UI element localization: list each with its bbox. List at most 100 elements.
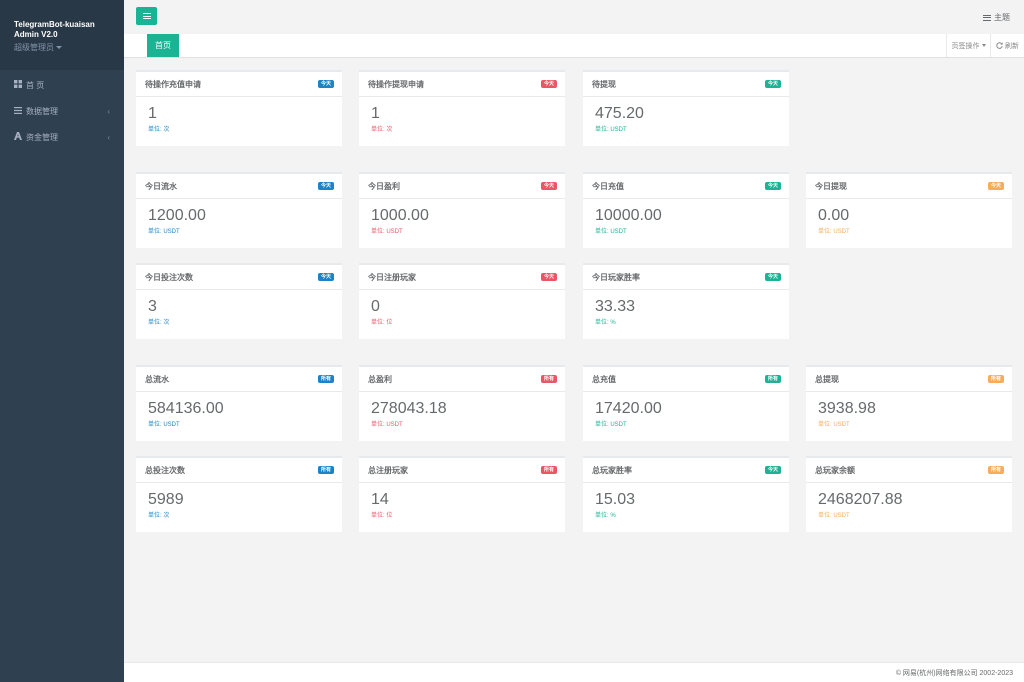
stat-unit: 单位: USDT xyxy=(148,229,180,235)
stat-card-body: 278043.18 单位: USDT xyxy=(359,392,565,428)
hamburger-icon xyxy=(142,13,151,19)
stat-unit: 单位: 次 xyxy=(148,513,170,519)
stat-card: 今日注册玩家 今天 0 单位: 位 xyxy=(359,263,565,339)
stat-card-header: 待操作充值申请 今天 xyxy=(136,72,342,97)
stat-unit: 单位: % xyxy=(595,320,616,326)
period-badge: 所有 xyxy=(987,375,1004,383)
stat-card-body: 15.03 单位: % xyxy=(583,483,789,519)
stat-value: 3 xyxy=(148,298,157,315)
stat-card-title: 今日流水 xyxy=(145,181,177,191)
stat-card: 今日提现 今天 0.00 单位: USDT xyxy=(806,172,1012,248)
stat-card-header: 今日注册玩家 今天 xyxy=(359,265,565,290)
stat-card-header: 今日提现 今天 xyxy=(806,174,1012,199)
stat-card-header: 今日充值 今天 xyxy=(583,174,789,199)
stat-card-title: 今日玩家胜率 xyxy=(592,272,640,282)
sidebar-item-fund-management[interactable]: 资金管理 ‹ xyxy=(0,124,124,150)
stat-card-body: 10000.00 单位: USDT xyxy=(583,199,789,235)
theme-icon xyxy=(983,14,991,21)
user-role-dropdown[interactable]: 超级管理员 xyxy=(14,42,110,53)
theme-button[interactable]: 主题 xyxy=(983,12,1010,23)
stat-value: 278043.18 xyxy=(371,400,447,417)
stat-value: 10000.00 xyxy=(595,207,662,224)
stat-unit: 单位: USDT xyxy=(818,513,850,519)
stat-card: 待提现 今天 475.20 单位: USDT xyxy=(583,70,789,146)
period-badge: 今天 xyxy=(317,273,334,281)
dashboard-content: 待操作充值申请 今天 1 单位: 次待操作提现申请 今天 1 单位: 次待提现 今天 475.2… xyxy=(124,58,1024,662)
stat-card-header: 今日玩家胜率 今天 xyxy=(583,265,789,290)
period-badge: 所有 xyxy=(540,466,557,474)
period-badge: 所有 xyxy=(764,375,781,383)
stat-card-body: 33.33 单位: % xyxy=(583,290,789,326)
tab-home[interactable]: 首页 xyxy=(147,34,179,57)
stat-card-title: 今日投注次数 xyxy=(145,272,193,282)
sidebar-item-home[interactable]: 首 页 xyxy=(0,72,124,98)
stat-card-title: 总盈利 xyxy=(368,374,392,384)
user-role-label: 超级管理员 xyxy=(14,43,54,52)
tab-operations-label: 页签操作 xyxy=(951,42,980,50)
stat-card-header: 总充值 所有 xyxy=(583,367,789,392)
stat-card-title: 今日提现 xyxy=(815,181,847,191)
stat-card-body: 5989 单位: 次 xyxy=(136,483,342,519)
stat-card-body: 2468207.88 单位: USDT xyxy=(806,483,1012,519)
refresh-label: 刷新 xyxy=(1005,42,1019,50)
stat-card: 今日盈利 今天 1000.00 单位: USDT xyxy=(359,172,565,248)
period-badge: 今天 xyxy=(764,273,781,281)
refresh-button[interactable]: 刷新 xyxy=(990,34,1024,57)
sidebar-item-label: 资金管理 xyxy=(26,132,58,142)
tab-bar: 首页 页签操作 刷新 xyxy=(124,34,1024,58)
period-badge: 今天 xyxy=(317,182,334,190)
stat-unit: 单位: 位 xyxy=(371,320,393,326)
stat-unit: 单位: 次 xyxy=(371,127,393,133)
stat-unit: 单位: 位 xyxy=(371,513,393,519)
stat-value: 5989 xyxy=(148,491,184,508)
stat-card-header: 总注册玩家 所有 xyxy=(359,458,565,483)
stat-value: 1 xyxy=(371,105,380,122)
caret-down-icon xyxy=(981,44,986,47)
stat-value: 475.20 xyxy=(595,105,644,122)
stat-card-header: 总玩家胜率 今天 xyxy=(583,458,789,483)
menu-toggle-button[interactable] xyxy=(136,7,157,25)
stat-unit: 单位: USDT xyxy=(595,229,627,235)
period-badge: 今天 xyxy=(764,80,781,88)
stat-card-body: 3938.98 单位: USDT xyxy=(806,392,1012,428)
stat-card-body: 17420.00 单位: USDT xyxy=(583,392,789,428)
stat-card-body: 14 单位: 位 xyxy=(359,483,565,519)
stat-card: 今日玩家胜率 今天 33.33 单位: % xyxy=(583,263,789,339)
stat-value: 1000.00 xyxy=(371,207,429,224)
stat-value: 2468207.88 xyxy=(818,491,903,508)
sidebar-item-data-management[interactable]: 数据管理 ‹ xyxy=(0,98,124,124)
stat-card-title: 今日盈利 xyxy=(368,181,400,191)
stat-value: 584136.00 xyxy=(148,400,224,417)
brand-title-line1: TelegramBot-kuaisan xyxy=(14,20,95,29)
stat-value: 3938.98 xyxy=(818,400,876,417)
stat-value: 15.03 xyxy=(595,491,636,508)
stat-card-title: 总流水 xyxy=(145,374,169,384)
stat-card-title: 今日注册玩家 xyxy=(368,272,416,282)
stat-card-title: 总充值 xyxy=(592,374,616,384)
stat-card: 总投注次数 所有 5989 单位: 次 xyxy=(136,456,342,532)
stat-card-header: 待提现 今天 xyxy=(583,72,789,97)
period-badge: 今天 xyxy=(987,182,1004,190)
tab-operations-dropdown[interactable]: 页签操作 xyxy=(946,34,990,57)
stat-unit: 单位: 次 xyxy=(148,127,170,133)
period-badge: 今天 xyxy=(540,80,557,88)
stat-card: 待操作提现申请 今天 1 单位: 次 xyxy=(359,70,565,146)
period-badge: 所有 xyxy=(987,466,1004,474)
stat-card-header: 今日投注次数 今天 xyxy=(136,265,342,290)
stat-card-title: 总玩家余额 xyxy=(815,465,855,475)
stat-card-body: 0 单位: 位 xyxy=(359,290,565,326)
stat-value: 0 xyxy=(371,298,380,315)
top-navbar: 主题 xyxy=(124,0,1024,34)
stat-card: 总注册玩家 所有 14 单位: 位 xyxy=(359,456,565,532)
caret-down-icon xyxy=(56,46,62,50)
stat-card: 总充值 所有 17420.00 单位: USDT xyxy=(583,365,789,441)
stat-card: 总流水 所有 584136.00 单位: USDT xyxy=(136,365,342,441)
stat-unit: 单位: USDT xyxy=(371,229,403,235)
stat-card-title: 待提现 xyxy=(592,79,616,89)
stat-card: 总盈利 所有 278043.18 单位: USDT xyxy=(359,365,565,441)
stat-card: 总提现 所有 3938.98 单位: USDT xyxy=(806,365,1012,441)
stat-card: 今日充值 今天 10000.00 单位: USDT xyxy=(583,172,789,248)
stat-value: 1200.00 xyxy=(148,207,206,224)
brand-title-line2: Admin V2.0 xyxy=(14,30,58,39)
copyright-text: © 网易(杭州)网络有限公司 2002-2023 xyxy=(895,669,1013,677)
